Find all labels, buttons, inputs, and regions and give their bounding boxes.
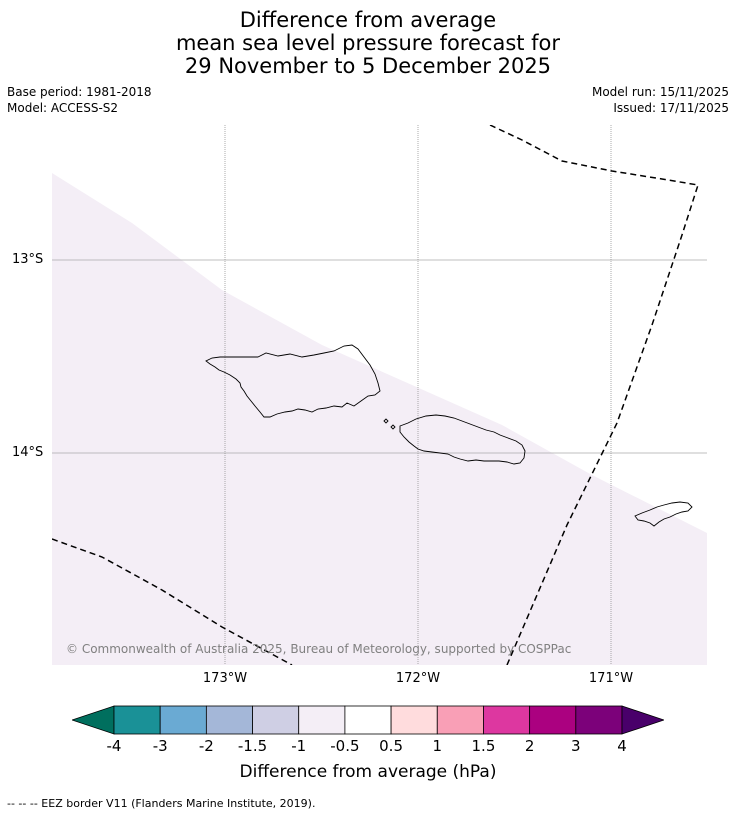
colorbar-tick-label: -3 <box>152 737 168 755</box>
colorbar-tick-label: -4 <box>106 737 122 755</box>
colorbar-extend-low <box>72 705 115 735</box>
colorbar-tick-label: 1 <box>432 737 443 755</box>
savaii-island <box>205 344 381 418</box>
colorbar-tick-label: -1.5 <box>237 737 268 755</box>
tutuila-island <box>634 501 693 527</box>
coastlines <box>205 344 693 527</box>
issued-date: Issued: 17/11/2025 <box>613 101 729 115</box>
colorbar-tick-label: -2 <box>198 737 214 755</box>
lat-label-13s: 13°S <box>12 252 44 267</box>
colorbar-segment <box>436 705 484 735</box>
base-period: Base period: 1981-2018 <box>7 85 152 99</box>
copyright-notice: © Commonwealth of Australia 2025, Bureau… <box>66 642 572 656</box>
colorbar-segment <box>298 705 346 735</box>
model-run: Model run: 15/11/2025 <box>591 85 729 99</box>
colorbar-segment <box>575 705 623 735</box>
anomaly-shade-region <box>52 173 707 665</box>
colorbar-segment <box>113 705 161 735</box>
lat-label-14s: 14°S <box>12 445 44 460</box>
eez-borders <box>52 125 699 665</box>
colorbar-extend-high <box>621 705 664 735</box>
colorbar-tick-label: -0.5 <box>330 737 360 755</box>
colorbar-segment <box>529 705 577 735</box>
graticule <box>52 125 707 665</box>
eez-border-south-west <box>52 538 293 665</box>
colorbar-tick-label: -1 <box>291 737 307 755</box>
colorbar-segment <box>252 705 300 735</box>
colorbar-segment <box>205 705 253 735</box>
title-line-2: mean sea level pressure forecast for <box>175 31 561 55</box>
lon-label-173w: 173°W <box>202 671 248 686</box>
colorbar-tick-label: 4 <box>617 737 627 755</box>
colorbar-tick-label: 2 <box>524 737 535 755</box>
colorbar-tick-label: 1.5 <box>471 737 496 755</box>
colorbar-tick-label: 3 <box>571 737 581 755</box>
title-line-1: Difference from average <box>239 8 497 32</box>
eez-border-north-east <box>489 125 699 665</box>
apolima-manono-islets <box>383 418 396 430</box>
lon-label-172w: 172°W <box>395 671 441 686</box>
map-panel <box>52 125 707 665</box>
colorbar-segment <box>483 705 531 735</box>
model-name: Model: ACCESS-S2 <box>7 101 119 115</box>
eez-legend-note: -- -- -- EEZ border V11 (Flanders Marine… <box>7 797 316 810</box>
colorbar-segment <box>159 705 207 735</box>
title-line-3: 29 November to 5 December 2025 <box>184 54 552 78</box>
meta-left: Base period: 1981-2018 Model: ACCESS-S2 <box>7 84 152 116</box>
upolu-island <box>399 414 526 465</box>
colorbar <box>72 705 664 735</box>
colorbar-tick-label: 0.5 <box>379 737 403 755</box>
meta-right: Model run: 15/11/2025 Issued: 17/11/2025 <box>592 84 729 116</box>
colorbar-segment <box>390 705 438 735</box>
colorbar-segment <box>344 705 392 735</box>
colorbar-title: Difference from average (hPa) <box>239 762 497 782</box>
lon-label-171w: 171°W <box>588 671 634 686</box>
